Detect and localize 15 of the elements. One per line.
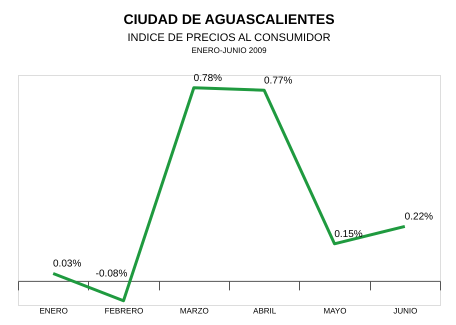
data-label: 0.78% — [194, 72, 222, 84]
data-label: 0.22% — [404, 211, 434, 222]
x-tick-label: ABRIL — [253, 306, 277, 316]
data-label: 0.03% — [52, 258, 82, 270]
data-label: 0.15% — [334, 228, 363, 240]
x-tick-label: FEBRERO — [104, 306, 144, 316]
x-tick-label: ENERO — [39, 306, 68, 316]
data-label: -0.08% — [96, 268, 128, 280]
x-tick-label: MAYO — [324, 306, 346, 316]
x-tick-label: MARZO — [180, 306, 209, 316]
x-tick-label: JUNIO — [393, 306, 418, 316]
data-label: 0.77% — [264, 75, 292, 86]
chart-title: CIUDAD DE AGUASCALIENTES — [123, 11, 335, 27]
chart-subtitle: INDICE DE PRECIOS AL CONSUMIDOR — [127, 32, 331, 44]
text: ENERO-JUNIO 2009 — [191, 46, 268, 55]
